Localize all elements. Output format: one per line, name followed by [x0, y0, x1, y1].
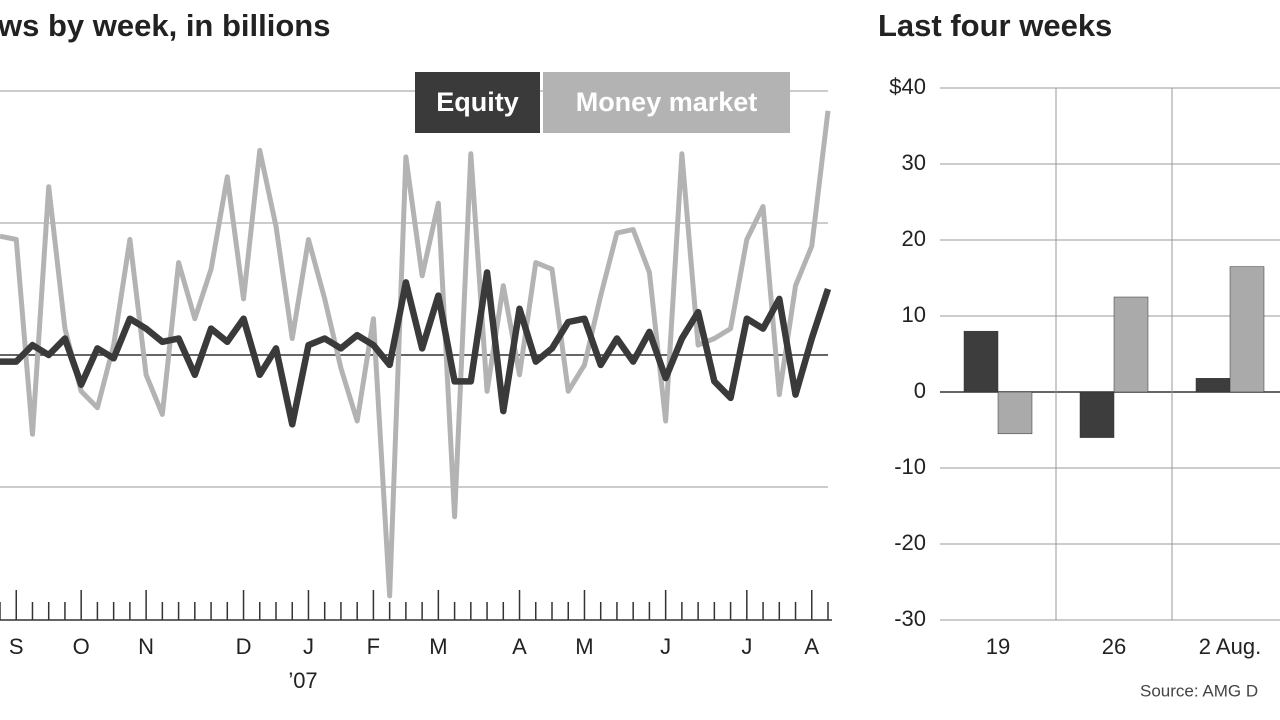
legend-swatch [415, 72, 540, 133]
y-tick-label: 10 [902, 302, 926, 327]
x-tick-label: J [303, 634, 314, 659]
y-tick-label: $40 [889, 74, 926, 99]
annotation: ’07 [288, 668, 317, 693]
x-tick-label: N [138, 634, 154, 659]
bar [1195, 378, 1231, 393]
bar [1079, 391, 1115, 438]
x-tick-label: 19 [986, 634, 1010, 659]
x-tick-label: 2 Aug. [1199, 634, 1261, 659]
x-tick-label: M [575, 634, 593, 659]
source: Source: AMG D [1140, 681, 1258, 700]
legend-swatch [543, 72, 790, 133]
chart-title: Last four weeks [878, 8, 1112, 43]
y-tick-label: -30 [894, 606, 926, 631]
line [0, 269, 832, 428]
y-tick-label: 20 [902, 226, 926, 251]
y-tick-label: 30 [902, 150, 926, 175]
y-tick-label: -10 [894, 454, 926, 479]
chart-title: ws by week, in billions [0, 8, 330, 43]
x-tick-label: A [804, 634, 819, 659]
x-tick-label: F [367, 634, 380, 659]
x-tick-label: M [429, 634, 447, 659]
x-tick-label: J [741, 634, 752, 659]
bar [1229, 266, 1265, 393]
y-tick-label: 0 [914, 378, 926, 403]
x-tick-label: A [512, 634, 527, 659]
x-tick-label: J [660, 634, 671, 659]
legend-label: Equity [436, 87, 519, 117]
x-tick-label: O [73, 634, 90, 659]
x-tick-label: D [236, 634, 252, 659]
bar [1113, 296, 1149, 393]
x-tick-label: S [9, 634, 24, 659]
line [0, 110, 831, 599]
bar [963, 330, 999, 393]
legend-label: Money market [576, 87, 758, 117]
y-tick-label: -20 [894, 530, 926, 555]
bar [997, 391, 1033, 435]
x-tick-label: 26 [1102, 634, 1126, 659]
